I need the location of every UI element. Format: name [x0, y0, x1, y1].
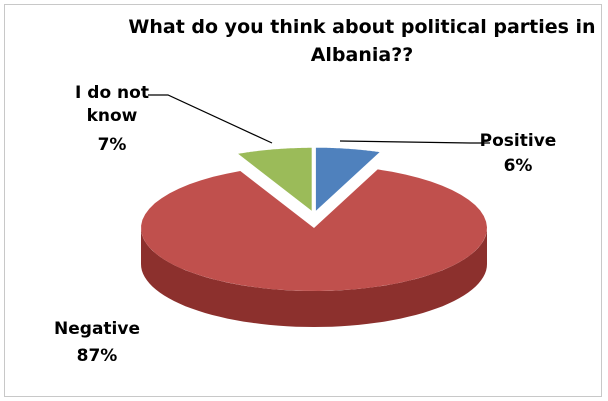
slice-i-do-not-know [238, 147, 312, 211]
data-label-positive-percent: 6% [504, 156, 533, 176]
data-label-dont-know: I do not know 7% [75, 83, 149, 155]
leader-line-dont-know [148, 94, 273, 144]
data-label-negative-name: Negative [54, 319, 140, 339]
slice-side-negative [141, 228, 487, 327]
chart-title-line-1: What do you think about political partie… [128, 16, 595, 38]
data-label-dont-know-percent: 7% [98, 135, 127, 155]
chart-title-line-2: Albania?? [311, 44, 414, 66]
leader-line-positive [339, 140, 490, 144]
chart-title: What do you think about political partie… [128, 16, 595, 66]
data-label-dont-know-line-1: I do not [75, 83, 149, 103]
data-label-positive: Positive 6% [480, 131, 557, 176]
pie-slices [141, 147, 487, 327]
data-label-positive-name: Positive [480, 131, 557, 151]
slice-positive [315, 147, 380, 211]
data-label-negative: Negative 87% [54, 319, 140, 366]
data-label-dont-know-line-2: know [87, 106, 138, 126]
slice-negative [141, 169, 487, 291]
data-label-negative-percent: 87% [77, 346, 118, 366]
